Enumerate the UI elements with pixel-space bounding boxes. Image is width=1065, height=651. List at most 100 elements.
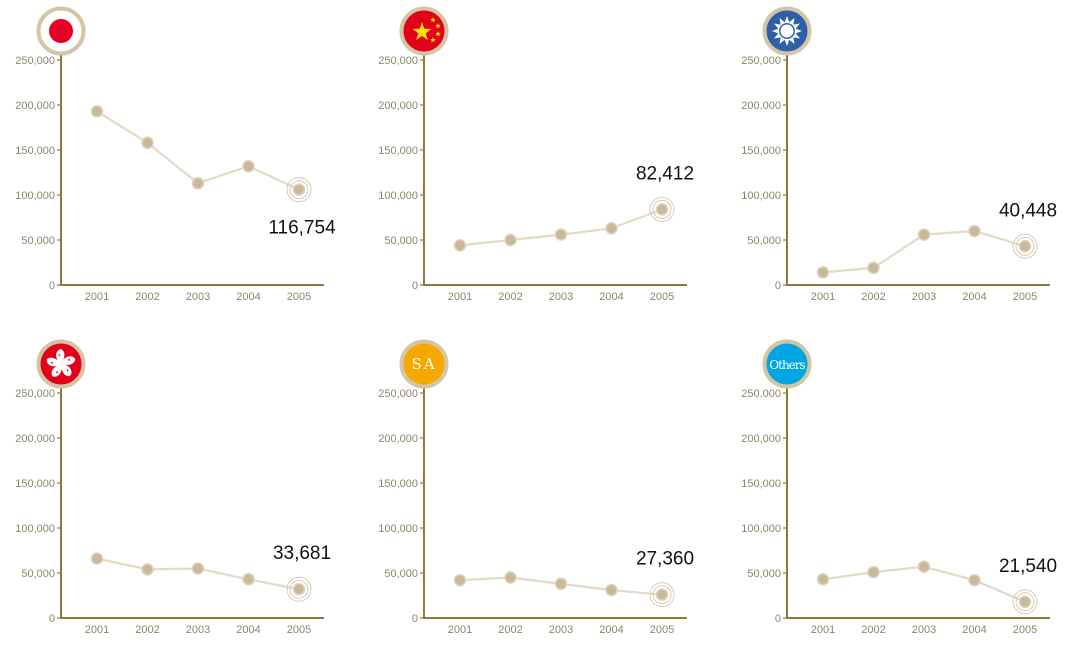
highlight-value-label: 21,540 <box>999 556 1057 577</box>
highlight-ring <box>652 585 672 605</box>
highlight-ring <box>1015 236 1035 256</box>
data-point <box>191 177 205 190</box>
flag-ring <box>36 339 86 389</box>
data-point <box>141 136 154 150</box>
y-tick-label: 100,000 <box>15 190 55 202</box>
x-tick-label: 2002 <box>135 291 159 303</box>
hong-kong-flag-icon <box>40 343 82 385</box>
y-tick-label: 200,000 <box>741 433 781 445</box>
data-point <box>242 573 255 586</box>
data-point <box>453 239 467 252</box>
y-tick-label: 50,000 <box>747 235 781 247</box>
x-tick-label: 2005 <box>1013 291 1037 303</box>
y-tick-label: 150,000 <box>741 145 781 157</box>
highlight-ring <box>649 196 675 222</box>
china-flag-icon <box>403 10 445 52</box>
x-tick-label: 2003 <box>549 624 573 636</box>
highlight-value-label: 27,360 <box>636 549 694 570</box>
y-tick-label: 50,000 <box>21 568 55 580</box>
highlight-value-label: 116,754 <box>268 218 336 239</box>
x-tick-label: 2004 <box>236 624 260 636</box>
y-tick-label: 100,000 <box>15 523 55 535</box>
flag-ring <box>399 6 449 56</box>
data-point <box>242 159 255 173</box>
data-point <box>453 573 467 587</box>
highlight-value-label: 82,412 <box>636 163 694 184</box>
x-tick-label: 2002 <box>135 624 159 636</box>
x-tick-label: 2005 <box>287 291 311 303</box>
chart-panel: 0 50,000 100,000 150,000 200,000 250,000 2001 2… <box>726 0 1065 318</box>
highlight-ring <box>286 576 312 602</box>
x-tick-label: 2002 <box>861 291 885 303</box>
chart-panel: 0 50,000 100,000 150,000 200,000 250,000 2001 2… <box>726 333 1065 651</box>
data-point <box>554 228 568 241</box>
highlight-ring <box>652 199 672 219</box>
data-point <box>867 565 880 579</box>
others-badge-label: Others <box>769 358 805 372</box>
line-chart: 0 50,000 100,000 150,000 200,000 250,000 2001 2… <box>741 339 1057 636</box>
highlight-ring <box>1015 592 1035 612</box>
x-tick-label: 2005 <box>650 624 674 636</box>
x-tick-label: 2004 <box>962 291 986 303</box>
x-tick-label: 2001 <box>448 624 472 636</box>
y-tick-label: 200,000 <box>741 100 781 112</box>
x-tick-label: 2002 <box>498 291 522 303</box>
flag-ring <box>762 339 812 389</box>
data-point <box>191 562 205 575</box>
x-tick-label: 2004 <box>599 291 623 303</box>
data-point <box>968 573 981 587</box>
data-point <box>816 266 830 279</box>
y-tick-label: 200,000 <box>378 433 418 445</box>
y-tick-label: 100,000 <box>378 523 418 535</box>
y-tick-label: 0 <box>775 280 781 292</box>
y-tick-label: 150,000 <box>15 145 55 157</box>
sa-badge-label: SA <box>411 355 436 373</box>
x-tick-label: 2001 <box>811 624 835 636</box>
flag-ring <box>36 6 86 56</box>
chart-panel: 0 50,000 100,000 150,000 200,000 250,000 2001 2… <box>0 0 355 318</box>
y-tick-label: 200,000 <box>15 100 55 112</box>
y-tick-label: 250,000 <box>378 388 418 400</box>
y-tick-label: 150,000 <box>741 478 781 490</box>
data-point <box>90 552 104 565</box>
data-point <box>655 588 669 601</box>
chart-panel: 0 50,000 100,000 150,000 200,000 250,000 2001 2… <box>363 0 718 318</box>
data-point <box>1018 595 1032 609</box>
x-tick-label: 2003 <box>549 291 573 303</box>
y-tick-label: 250,000 <box>741 55 781 67</box>
sa-badge-icon <box>403 343 445 385</box>
y-tick-label: 150,000 <box>378 478 418 490</box>
chart-panel: 0 50,000 100,000 150,000 200,000 250,000 2001 2… <box>363 333 718 651</box>
highlight-value-label: 40,448 <box>999 200 1057 221</box>
highlight-ring <box>289 180 309 200</box>
y-tick-label: 250,000 <box>15 55 55 67</box>
x-tick-label: 2003 <box>186 291 210 303</box>
x-tick-label: 2001 <box>85 624 109 636</box>
y-tick-label: 0 <box>412 280 418 292</box>
taiwan-flag-icon <box>766 10 808 52</box>
y-tick-label: 100,000 <box>741 523 781 535</box>
y-tick-label: 150,000 <box>15 478 55 490</box>
highlight-ring <box>1012 589 1038 615</box>
x-tick-label: 2004 <box>599 624 623 636</box>
y-tick-label: 50,000 <box>21 235 55 247</box>
x-tick-label: 2005 <box>650 291 674 303</box>
x-tick-label: 2001 <box>448 291 472 303</box>
line-chart: 0 50,000 100,000 150,000 200,000 250,000 2001 2… <box>378 6 694 303</box>
data-point <box>292 183 306 196</box>
data-point <box>554 577 568 591</box>
x-tick-label: 2005 <box>287 624 311 636</box>
data-point <box>1018 240 1032 253</box>
x-tick-label: 2002 <box>861 624 885 636</box>
y-tick-label: 250,000 <box>741 388 781 400</box>
y-tick-label: 50,000 <box>747 568 781 580</box>
y-tick-label: 200,000 <box>378 100 418 112</box>
data-point <box>917 560 931 573</box>
highlight-ring <box>289 579 309 599</box>
x-tick-label: 2001 <box>811 291 835 303</box>
highlight-value-label: 33,681 <box>273 543 331 564</box>
data-point <box>141 563 154 576</box>
x-tick-label: 2003 <box>186 624 210 636</box>
line-chart: 0 50,000 100,000 150,000 200,000 250,000 2001 2… <box>15 6 336 303</box>
x-tick-label: 2004 <box>962 624 986 636</box>
